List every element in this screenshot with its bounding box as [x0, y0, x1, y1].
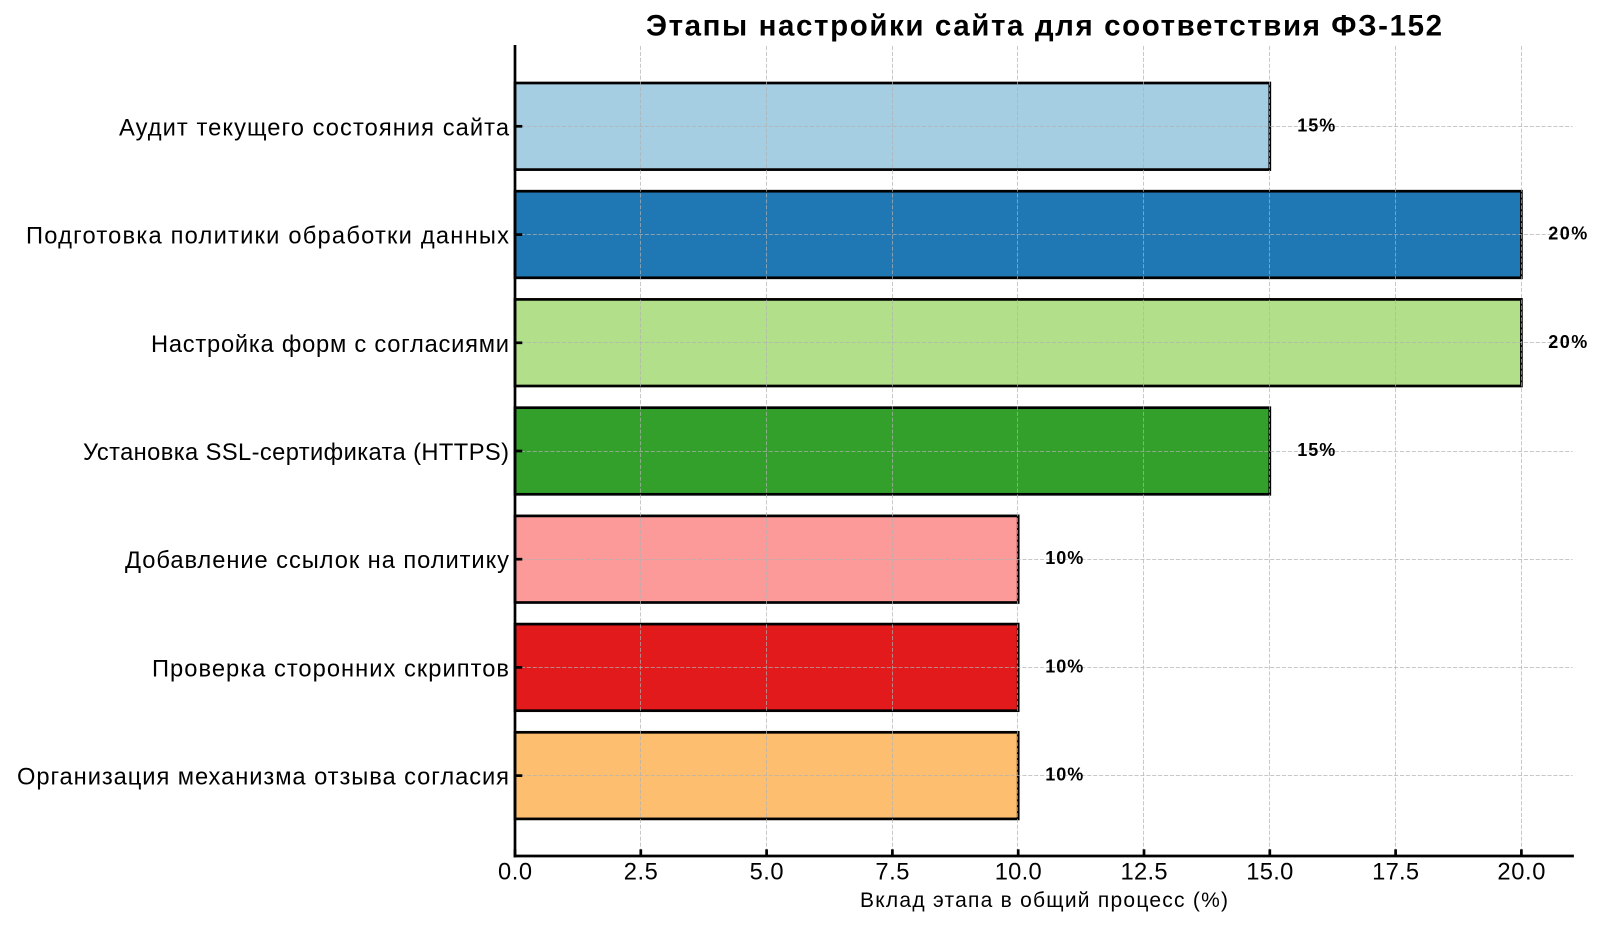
svg-text:20%: 20%	[1548, 224, 1587, 244]
svg-text:Проверка сторонних скриптов: Проверка сторонних скриптов	[152, 656, 509, 682]
svg-text:15.0: 15.0	[1246, 860, 1293, 886]
svg-text:12.5: 12.5	[1121, 860, 1168, 886]
svg-text:10%: 10%	[1045, 656, 1083, 676]
svg-text:10%: 10%	[1045, 548, 1083, 568]
svg-text:2.5: 2.5	[624, 860, 658, 886]
svg-text:10%: 10%	[1045, 765, 1083, 785]
svg-text:20.0: 20.0	[1497, 860, 1545, 886]
svg-text:0.0: 0.0	[498, 860, 532, 886]
svg-text:Вклад этапа в общий процесс (%: Вклад этапа в общий процесс (%)	[860, 889, 1228, 912]
svg-text:Установка SSL-сертификата (HTT: Установка SSL-сертификата (HTTPS)	[83, 440, 509, 466]
svg-text:10.0: 10.0	[995, 860, 1042, 886]
svg-text:15%: 15%	[1297, 115, 1335, 135]
svg-text:Добавление ссылок на политику: Добавление ссылок на политику	[125, 548, 509, 574]
svg-text:7.5: 7.5	[875, 860, 909, 886]
svg-text:Настройка форм с согласиями: Настройка форм с согласиями	[151, 332, 509, 358]
svg-text:5.0: 5.0	[750, 860, 784, 886]
svg-text:Подготовка политики обработки: Подготовка политики обработки данных	[26, 224, 509, 250]
svg-text:Организация механизма отзыва с: Организация механизма отзыва согласия	[17, 765, 509, 791]
svg-text:20%: 20%	[1548, 332, 1587, 352]
svg-text:Аудит текущего состояния сайта: Аудит текущего состояния сайта	[119, 115, 510, 141]
svg-text:Этапы настройки сайта для соот: Этапы настройки сайта для соответствия Ф…	[646, 9, 1442, 42]
svg-text:15%: 15%	[1297, 440, 1335, 460]
svg-text:17.5: 17.5	[1372, 860, 1419, 886]
